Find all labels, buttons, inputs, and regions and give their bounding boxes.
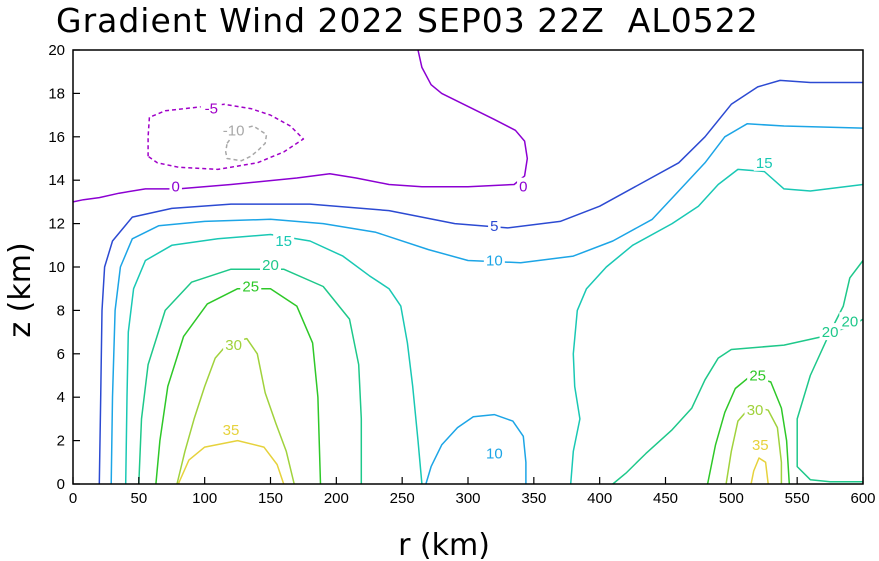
contour-label-background xyxy=(483,251,505,269)
contour-label: 25 xyxy=(749,368,766,385)
y-tick-label: 12 xyxy=(48,216,65,233)
x-tick-label: 300 xyxy=(455,490,480,507)
contour-line-25 xyxy=(155,287,322,485)
x-tick-label: 0 xyxy=(69,490,77,507)
y-tick-label: 0 xyxy=(57,476,65,493)
contour-label-background xyxy=(483,444,505,462)
x-tick-label: 250 xyxy=(390,490,415,507)
contour-lines xyxy=(72,49,864,485)
contour-label: 0 xyxy=(172,179,180,196)
contour-label: -10 xyxy=(223,122,245,139)
x-tick-label: 550 xyxy=(785,490,810,507)
x-tick-label: 200 xyxy=(324,490,349,507)
contour-line-neg5 xyxy=(147,103,305,171)
contour-line-10 xyxy=(425,413,527,485)
y-tick-label: 6 xyxy=(57,346,65,363)
plot-frame xyxy=(72,49,864,485)
contour-line-0 xyxy=(72,49,529,203)
x-tick-label: 50 xyxy=(130,490,147,507)
contour-label: 10 xyxy=(486,252,503,269)
contour-line-35 xyxy=(750,457,769,485)
axis-ticks: 0 50 100 150 200 250 300 350 400 450 500 550 6000246… xyxy=(48,42,875,507)
x-tick-label: 500 xyxy=(719,490,744,507)
contour-label-background xyxy=(517,177,530,195)
y-tick-label: 20 xyxy=(48,42,65,59)
x-tick-label: 400 xyxy=(587,490,612,507)
y-tick-label: 16 xyxy=(48,129,65,146)
y-tick-label: 18 xyxy=(48,85,65,102)
contour-label-background xyxy=(753,153,775,171)
contour-line-15 xyxy=(569,168,864,485)
chart-title: Gradient Wind 2022 SEP03 22Z AL0522 xyxy=(56,1,759,40)
contour-line-15 xyxy=(124,233,423,485)
contour-label: 20 xyxy=(822,324,839,341)
y-tick-label: 8 xyxy=(57,302,65,319)
contour-label-background xyxy=(260,255,281,273)
contour-line-35 xyxy=(177,439,285,485)
contour-label: 35 xyxy=(752,437,769,454)
contour-line-20 xyxy=(796,260,864,483)
contour-label: 25 xyxy=(242,279,259,296)
contour-label-background xyxy=(488,216,501,234)
y-tick-label: 4 xyxy=(57,389,65,406)
contour-label: 5 xyxy=(490,218,498,235)
contour-label: 15 xyxy=(756,155,773,172)
contour-label-background xyxy=(747,366,769,384)
contour-label: 30 xyxy=(747,402,764,419)
contour-label: 30 xyxy=(225,337,242,354)
contour-label: -5 xyxy=(205,101,218,118)
y-tick-label: 10 xyxy=(48,259,65,276)
x-tick-label: 450 xyxy=(653,490,678,507)
x-tick-label: 150 xyxy=(258,490,283,507)
contour-label-background xyxy=(273,231,295,249)
contour-label: 35 xyxy=(223,422,240,439)
contour-label-background xyxy=(749,435,771,453)
contour-label-background xyxy=(169,177,182,195)
contour-label-background xyxy=(839,312,861,330)
contour-label: 15 xyxy=(275,233,292,250)
contour-label-background xyxy=(220,420,242,438)
contour-label-background xyxy=(218,121,249,139)
contour-label: 20 xyxy=(841,313,858,330)
contour-label-background xyxy=(223,336,245,354)
contour-line-20 xyxy=(138,268,363,485)
contour-label-background xyxy=(240,277,262,295)
x-tick-label: 350 xyxy=(521,490,546,507)
y-axis-label: z (km) xyxy=(3,242,38,337)
contour-label: 20 xyxy=(262,257,279,274)
contour-label-background xyxy=(200,99,222,117)
y-tick-label: 14 xyxy=(48,172,65,189)
x-tick-label: 600 xyxy=(850,490,875,507)
x-axis-label: r (km) xyxy=(398,528,490,561)
contour-line-5 xyxy=(98,79,863,485)
y-tick-label: 2 xyxy=(57,433,65,450)
contour-line-10 xyxy=(110,123,864,485)
contour-label: 10 xyxy=(486,446,503,463)
contour-label: 0 xyxy=(519,179,527,196)
x-tick-label: 100 xyxy=(192,490,217,507)
contour-label-background xyxy=(819,323,841,341)
contour-label-background xyxy=(744,401,766,419)
contour-line-30 xyxy=(176,337,295,485)
